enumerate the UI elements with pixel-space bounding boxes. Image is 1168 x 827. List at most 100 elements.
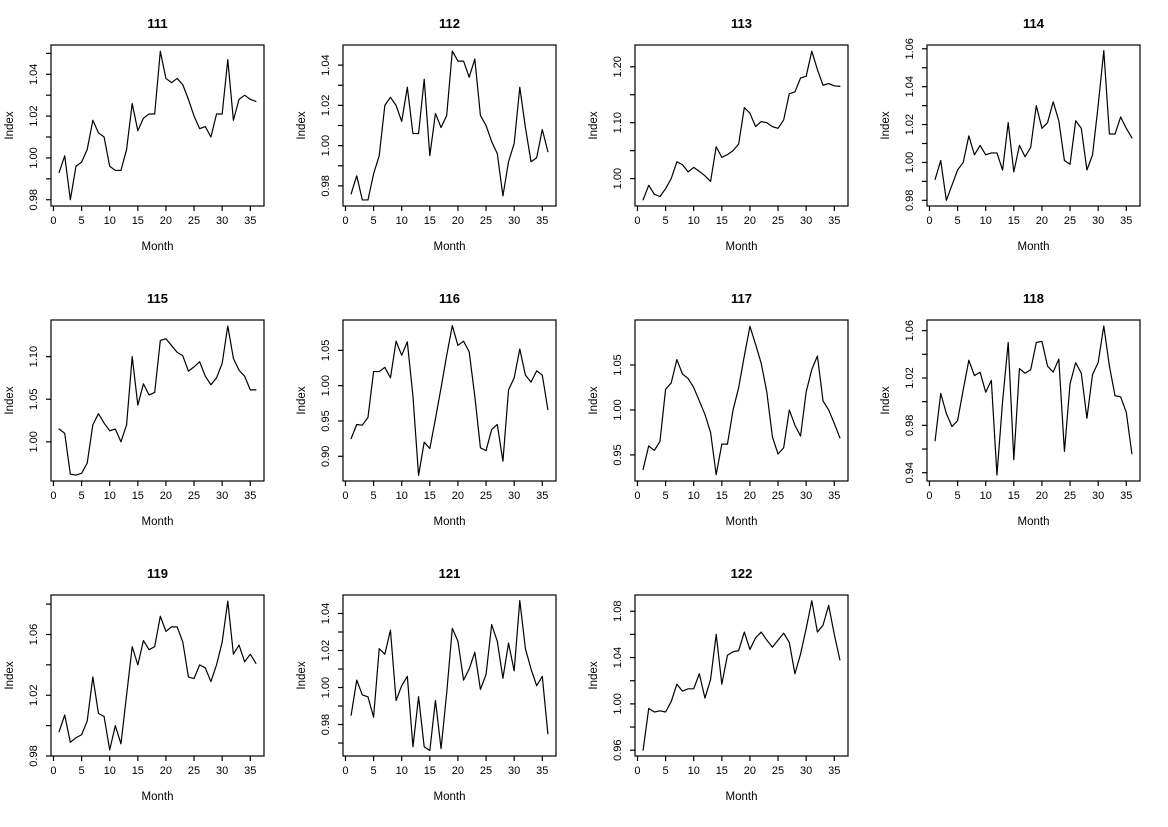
y-tick-label: 1.04 [904,76,916,97]
y-tick-label: 1.10 [28,346,40,367]
chart-svg-113: 113 0 5 10 15 20 25 30 35 1.00 1.10 1.20 Month Index [588,16,849,253]
x-tick-label: 20 [744,215,756,227]
plot-box [926,44,1141,207]
chart-panel-112: 112 0 5 10 15 20 25 30 35 0.98 1.00 1.02 1.04 Month In… [292,0,584,275]
chart-panel-113: 113 0 5 10 15 20 25 30 35 1.00 1.10 1.20 Month Index [584,0,876,275]
series-line [934,325,1133,476]
x-axis-label: Month [726,516,758,528]
x-tick-label: 5 [79,765,85,777]
chart-panel-116: 116 0 5 10 15 20 25 30 35 0.90 0.95 1.00 1.05 Month In… [292,275,584,550]
x-tick-label: 15 [1008,490,1020,502]
x-axis-label: Month [142,791,174,803]
series-line [642,600,841,751]
x-tick-label: 15 [424,765,436,777]
y-tick-label: 1.02 [28,105,40,126]
series-line [58,600,257,751]
x-tick-label: 5 [79,215,85,227]
x-tick-label: 35 [536,765,548,777]
series-line [350,325,549,476]
y-tick-label: 1.02 [320,95,332,116]
chart-panel-114: 114 0 5 10 15 20 25 30 35 0.98 1.00 1.02 1.04 1.06 Mon… [876,0,1168,275]
plot-title: 116 [439,291,460,306]
x-tick-label: 30 [800,765,812,777]
x-tick-label: 30 [508,215,520,227]
series-line [934,50,1133,201]
x-tick-label: 0 [342,490,348,502]
x-axis-label: Month [1018,241,1050,253]
x-tick-label: 0 [634,765,640,777]
plot-box [926,319,1141,482]
x-tick-label: 35 [1120,215,1132,227]
plot-box [634,594,849,757]
plot-box [50,594,265,757]
x-axis-label: Month [726,791,758,803]
y-tick-label: 1.06 [28,624,40,645]
y-tick-label: 0.98 [28,189,40,210]
y-tick-label: 1.04 [320,603,332,624]
x-tick-label: 30 [800,490,812,502]
x-axis-label: Month [142,516,174,528]
x-tick-label: 5 [663,765,669,777]
chart-panel-122: 122 0 5 10 15 20 25 30 35 0.96 1.00 1.04 1.08 Month In… [584,550,876,825]
chart-svg-116: 116 0 5 10 15 20 25 30 35 0.90 0.95 1.00 1.05 Month In… [296,291,557,528]
y-tick-label: 1.00 [612,168,624,189]
y-tick-label: 1.00 [612,693,624,714]
x-tick-label: 35 [244,215,256,227]
y-tick-label: 1.06 [904,38,916,59]
y-tick-label: 1.00 [320,677,332,698]
plot-box [342,319,557,482]
plot-title: 118 [1023,291,1044,306]
x-tick-label: 0 [50,490,56,502]
x-tick-label: 10 [688,490,700,502]
x-tick-label: 30 [1092,215,1104,227]
y-tick-label: 1.02 [904,367,916,388]
plot-box [342,594,557,757]
x-tick-label: 0 [50,765,56,777]
x-tick-label: 5 [371,765,377,777]
y-tick-label: 0.94 [904,462,916,483]
y-axis-label: Index [296,661,308,689]
x-tick-label: 25 [480,490,492,502]
x-tick-label: 20 [160,215,172,227]
y-tick-label: 1.20 [612,56,624,77]
plot-title: 113 [731,16,752,31]
plot-title: 115 [147,291,168,306]
y-tick-label: 1.05 [612,354,624,375]
y-axis-label: Index [880,111,892,139]
y-tick-label: 1.00 [320,375,332,396]
y-tick-label: 1.02 [320,640,332,661]
x-axis-label: Month [434,241,466,253]
y-axis-label: Index [4,386,16,414]
x-tick-label: 10 [396,215,408,227]
x-tick-label: 0 [342,765,348,777]
x-axis-label: Month [142,241,174,253]
x-tick-label: 10 [104,215,116,227]
x-tick-label: 0 [342,215,348,227]
series-line [642,50,841,201]
x-tick-label: 15 [424,215,436,227]
y-tick-label: 1.04 [612,647,624,668]
y-tick-label: 1.00 [320,135,332,156]
chart-svg-115: 115 0 5 10 15 20 25 30 35 1.00 1.05 1.10 Month Index [4,291,265,528]
plot-title: 117 [731,291,752,306]
chart-svg-114: 114 0 5 10 15 20 25 30 35 0.98 1.00 1.02 1.04 1.06 Mon… [880,16,1141,253]
series-line [58,50,257,201]
x-tick-label: 30 [800,215,812,227]
y-tick-label: 1.04 [320,54,332,75]
x-axis-label: Month [1018,516,1050,528]
x-tick-label: 25 [188,490,200,502]
x-tick-label: 10 [980,215,992,227]
chart-svg-119: 119 0 5 10 15 20 25 30 35 0.98 1.02 1.06 Month Index [4,566,265,803]
y-tick-label: 1.05 [320,340,332,361]
y-tick-label: 0.98 [320,714,332,735]
series-line [58,325,257,476]
series-line [350,599,549,752]
plot-title: 121 [439,566,461,581]
plot-title: 112 [439,16,460,31]
x-tick-label: 15 [716,765,728,777]
x-tick-label: 25 [772,765,784,777]
x-tick-label: 0 [634,490,640,502]
x-tick-label: 25 [1064,490,1076,502]
x-tick-label: 20 [452,215,464,227]
